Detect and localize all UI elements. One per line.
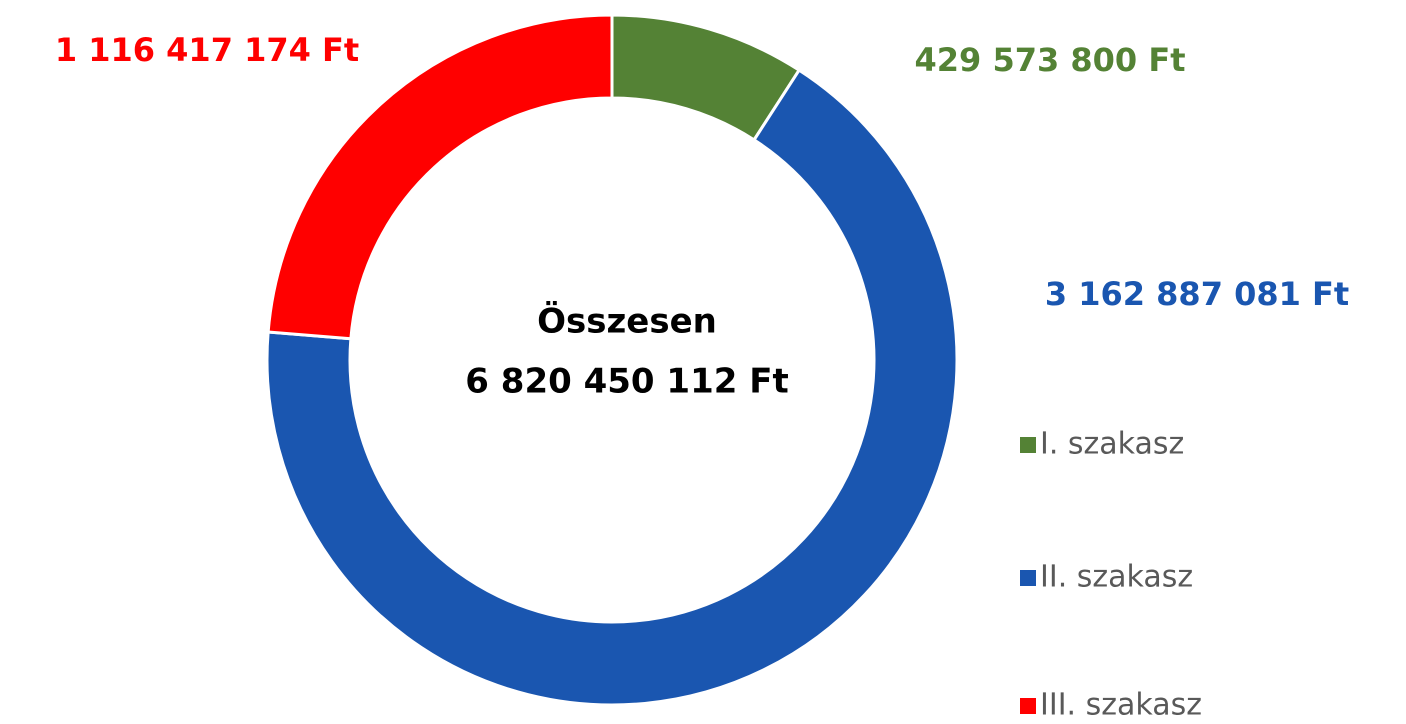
donut-segment [266,13,614,341]
value-label: 3 162 887 081 Ft [1045,275,1349,313]
legend-label: III. szakasz [1040,688,1202,723]
legend-swatch [1020,570,1036,586]
legend-label: II. szakasz [1040,560,1193,595]
value-label: 429 573 800 Ft [915,41,1186,79]
value-label: 1 116 417 174 Ft [55,31,359,69]
center-label: Összesen [537,301,717,342]
legend-swatch [1020,437,1036,453]
legend-label: I. szakasz [1040,427,1184,462]
donut-segment [265,68,959,707]
center-total: 6 820 450 112 Ft [465,362,788,402]
legend-swatch [1020,698,1036,714]
